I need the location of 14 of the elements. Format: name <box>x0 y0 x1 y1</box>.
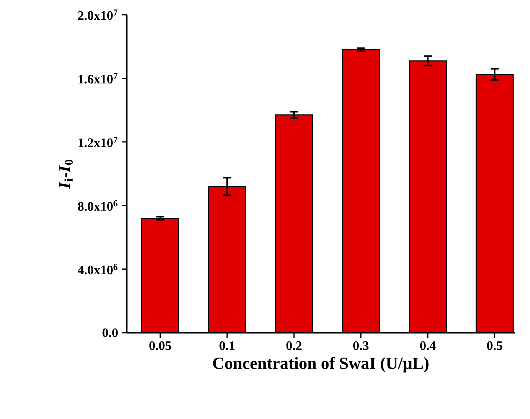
y-axis-title: I$_{i}$-I$_{0}$ <box>59 160 73 190</box>
y-tick-label: 4.0x10$^{6}$ <box>78 264 118 275</box>
y-tick-label: 1.6x10$^{7}$ <box>78 73 118 84</box>
x-tick-label: 0.05 <box>150 342 172 350</box>
x-tick-label: 0.5 <box>487 342 503 350</box>
y-tick-label: 1.2x10$^{7}$ <box>78 136 118 148</box>
y-tick-label: 2.0x10$^{7}$ <box>78 10 118 20</box>
x-tick-label: 0.3 <box>354 342 369 350</box>
x-tick-label: 0.1 <box>220 342 235 350</box>
x-tick-label: 0.4 <box>420 342 436 350</box>
x-axis-title: Concentration of SwaI (U/μL) <box>213 357 429 373</box>
y-tick-label: 8.0x10$^{6}$ <box>78 200 118 212</box>
y-tick-label: 0.0 <box>102 328 118 338</box>
x-tick-label: 0.2 <box>286 342 302 350</box>
